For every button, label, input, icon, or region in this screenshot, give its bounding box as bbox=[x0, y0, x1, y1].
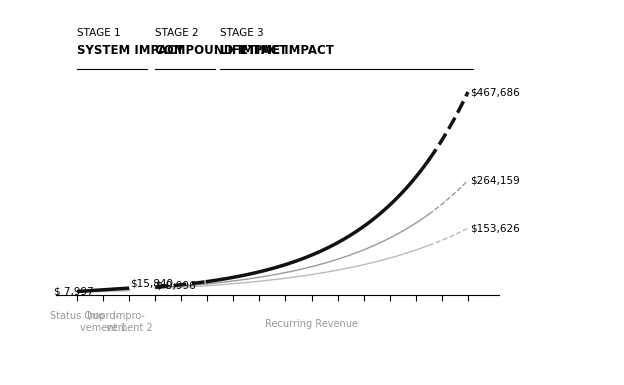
Text: $ 9,996: $ 9,996 bbox=[157, 280, 196, 290]
Text: SYSTEM IMPACT: SYSTEM IMPACT bbox=[77, 44, 184, 57]
Text: Impro-
vement 1: Impro- vement 1 bbox=[80, 311, 127, 333]
Text: STAGE 2: STAGE 2 bbox=[155, 28, 199, 38]
Text: $15,840: $15,840 bbox=[130, 278, 173, 288]
Text: $467,686: $467,686 bbox=[470, 87, 520, 97]
Text: COMPOUND IMPACT: COMPOUND IMPACT bbox=[155, 44, 288, 57]
Text: Recurring Revenue: Recurring Revenue bbox=[265, 319, 358, 329]
Text: $ 7,997: $ 7,997 bbox=[54, 286, 94, 296]
Text: Status Quo: Status Quo bbox=[50, 311, 104, 321]
Text: LIFETIME IMPACT: LIFETIME IMPACT bbox=[220, 44, 334, 57]
Text: STAGE 1: STAGE 1 bbox=[77, 28, 120, 38]
Text: STAGE 3: STAGE 3 bbox=[220, 28, 264, 38]
Text: $153,626: $153,626 bbox=[470, 223, 520, 233]
Text: Impro-
vement 2: Impro- vement 2 bbox=[105, 311, 152, 333]
Text: $264,159: $264,159 bbox=[470, 175, 520, 185]
